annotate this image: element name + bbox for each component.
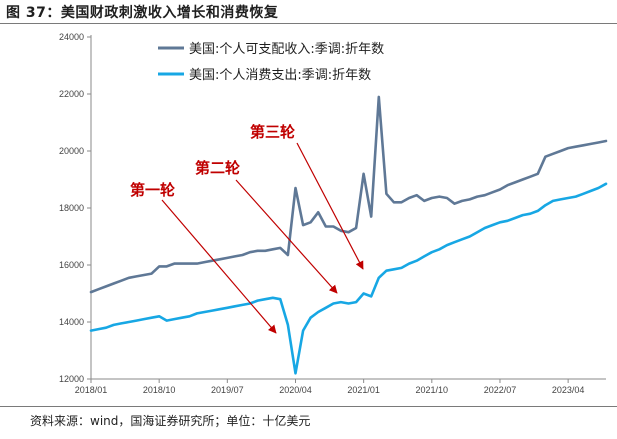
- y-tick-label: 20000: [59, 146, 84, 156]
- x-tick-label: 2020/04: [279, 385, 312, 395]
- chart-lines: [89, 95, 608, 375]
- figure-title: 图 37：美国财政刺激收入增长和消费恢复: [6, 5, 279, 21]
- annotation-arrow: [161, 199, 277, 334]
- annotation-arrow: [296, 142, 364, 270]
- y-tick-label: 12000: [59, 374, 84, 384]
- chart-axes: 12000 14000 16000 18000 20000 22000 24000 2018/…: [59, 32, 606, 395]
- x-tick-label: 2021/10: [416, 385, 449, 395]
- x-tick-label: 2018/10: [143, 385, 176, 395]
- annotation-arrow: [235, 179, 338, 294]
- y-tick-label: 14000: [59, 317, 84, 327]
- source-note: 资料来源：wind，国海证券研究所；单位：十亿美元: [30, 414, 311, 428]
- annotation-label: 第二轮: [195, 159, 240, 177]
- y-tick-label: 16000: [59, 260, 84, 270]
- x-tick-label: 2018/01: [75, 385, 108, 395]
- annotation-label: 第三轮: [250, 123, 295, 141]
- annotation-label: 第一轮: [130, 181, 175, 199]
- x-tick-label: 2023/04: [552, 385, 585, 395]
- source-rule: [0, 406, 617, 407]
- line-chart: 12000 14000 16000 18000 20000 22000 24000 2018/…: [59, 32, 608, 395]
- legend-label: 美国:个人可支配收入:季调:折年数: [189, 42, 384, 57]
- y-tick-label: 22000: [59, 89, 84, 99]
- consumption-series-line: [89, 182, 608, 375]
- y-tick-label: 24000: [59, 32, 84, 42]
- income-series-line: [89, 95, 608, 294]
- y-tick-label: 18000: [59, 203, 84, 213]
- x-tick-label: 2022/07: [484, 385, 517, 395]
- title-rule: [0, 23, 617, 24]
- x-tick-label: 2021/01: [347, 385, 380, 395]
- x-tick-label: 2019/07: [211, 385, 244, 395]
- legend-label: 美国:个人消费支出:季调:折年数: [189, 68, 371, 83]
